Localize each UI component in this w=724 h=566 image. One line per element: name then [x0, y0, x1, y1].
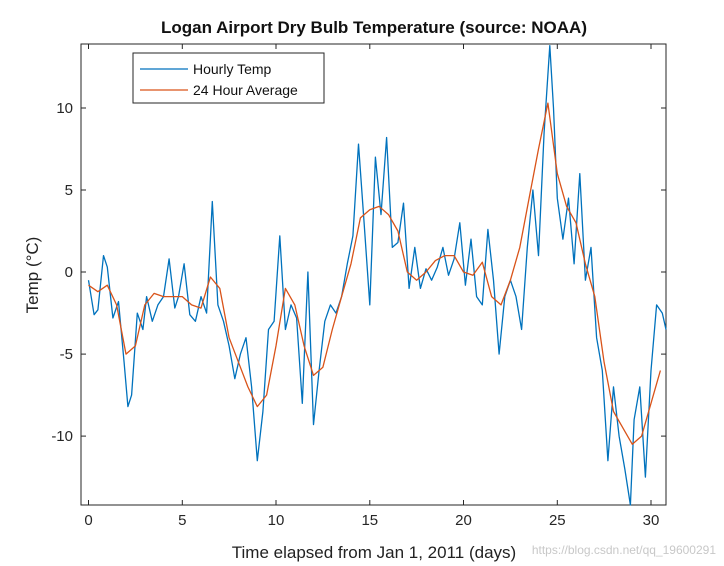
- chart-title: Logan Airport Dry Bulb Temperature (sour…: [161, 18, 587, 37]
- y-tick-label: 0: [65, 264, 73, 281]
- y-tick-label: -10: [51, 428, 73, 445]
- x-tick-label: 15: [361, 512, 378, 529]
- watermark: https://blog.csdn.net/qq_19600291: [532, 543, 716, 557]
- legend-label-hourly: Hourly Temp: [193, 61, 272, 77]
- x-axis-label: Time elapsed from Jan 1, 2011 (days): [232, 543, 516, 562]
- tick-layer: 0 5 10 15 20 25 30 -10 -5 0 5 10: [51, 44, 666, 529]
- plot-area: [80, 43, 667, 506]
- x-tick-label: 30: [643, 512, 660, 529]
- series-hourly-temp-line: [87, 44, 667, 506]
- series-layer: [87, 44, 667, 506]
- legend-box: [132, 52, 325, 104]
- x-tick-label: 20: [455, 512, 472, 529]
- y-tick-label: -5: [60, 346, 73, 363]
- x-tick-label: 5: [178, 512, 186, 529]
- x-tick-label: 25: [549, 512, 566, 529]
- y-tick-label: 5: [65, 182, 73, 199]
- legend-label-average: 24 Hour Average: [193, 82, 298, 98]
- y-axis-label: Temp (°C): [23, 237, 42, 314]
- y-tick-label: 10: [56, 100, 73, 117]
- x-tick-label: 10: [268, 512, 285, 529]
- series-24h-average-line: [88, 102, 662, 445]
- legend: Hourly Temp 24 Hour Average: [132, 52, 325, 104]
- x-tick-label: 0: [84, 512, 92, 529]
